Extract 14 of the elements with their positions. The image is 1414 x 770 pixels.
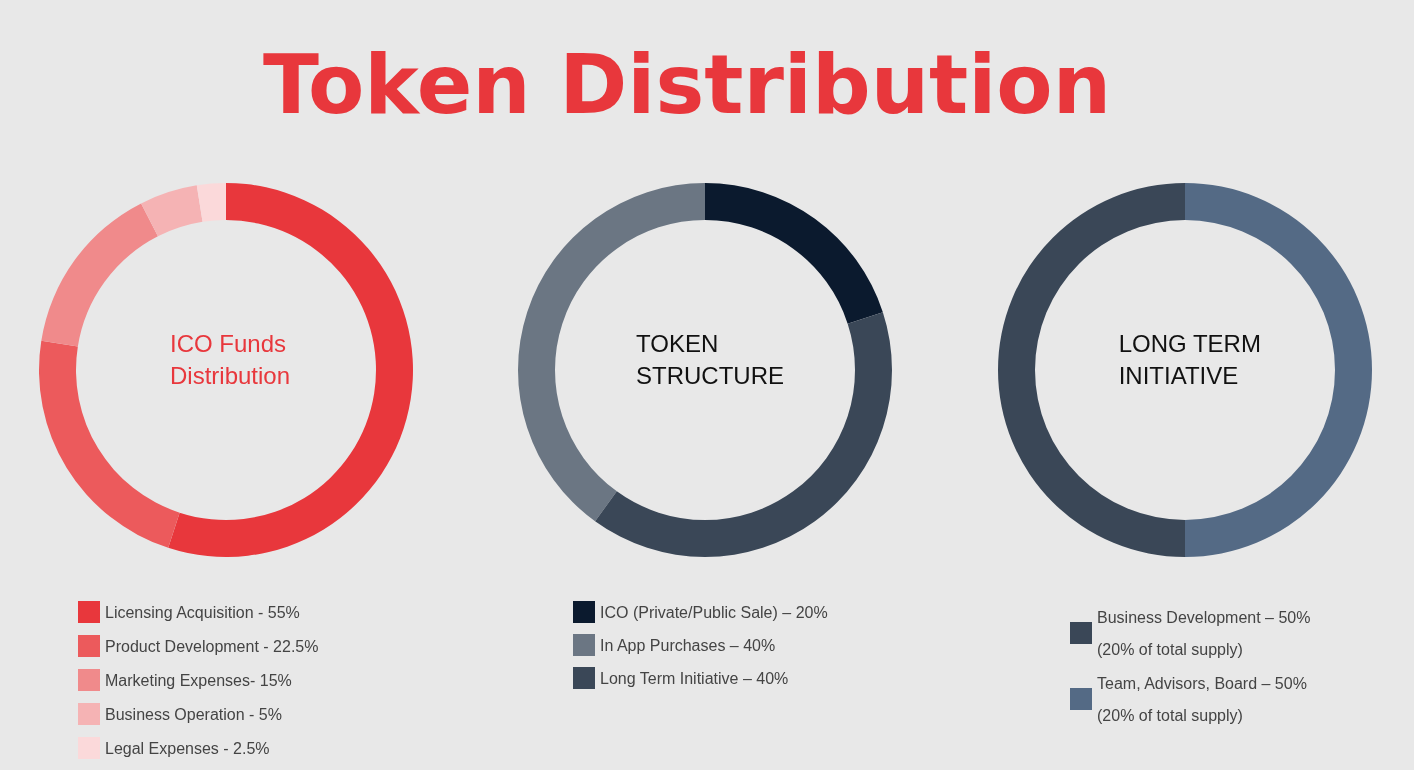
legend-label: In App Purchases – 40% — [600, 636, 776, 654]
legend-label: Licensing Acquisition - 55% — [105, 603, 300, 621]
legend-label: Legal Expenses - 2.5% — [105, 739, 270, 757]
legend-label: Business Operation - 5% — [105, 705, 282, 723]
legend-label: Product Development - 22.5% — [105, 637, 319, 655]
text: ICO Funds Distribution — [169, 329, 291, 389]
legend-label: Marketing Expenses- 15% — [105, 671, 292, 689]
legend-label: ICO (Private/Public Sale) – 20% — [600, 603, 828, 621]
legend-label: Long Term Initiative – 40% — [600, 669, 789, 687]
text: Token Distribution — [261, 36, 1113, 134]
legend-label: Business Development – 50% (20% of total supply) — [1097, 608, 1311, 658]
text: LONG TERM INITIATIVE — [1118, 329, 1261, 389]
legend-label: Team, Advisors, Board – 50% (20% of total supply) — [1097, 674, 1307, 724]
text: TOKEN STRUCTURE — [636, 329, 784, 389]
